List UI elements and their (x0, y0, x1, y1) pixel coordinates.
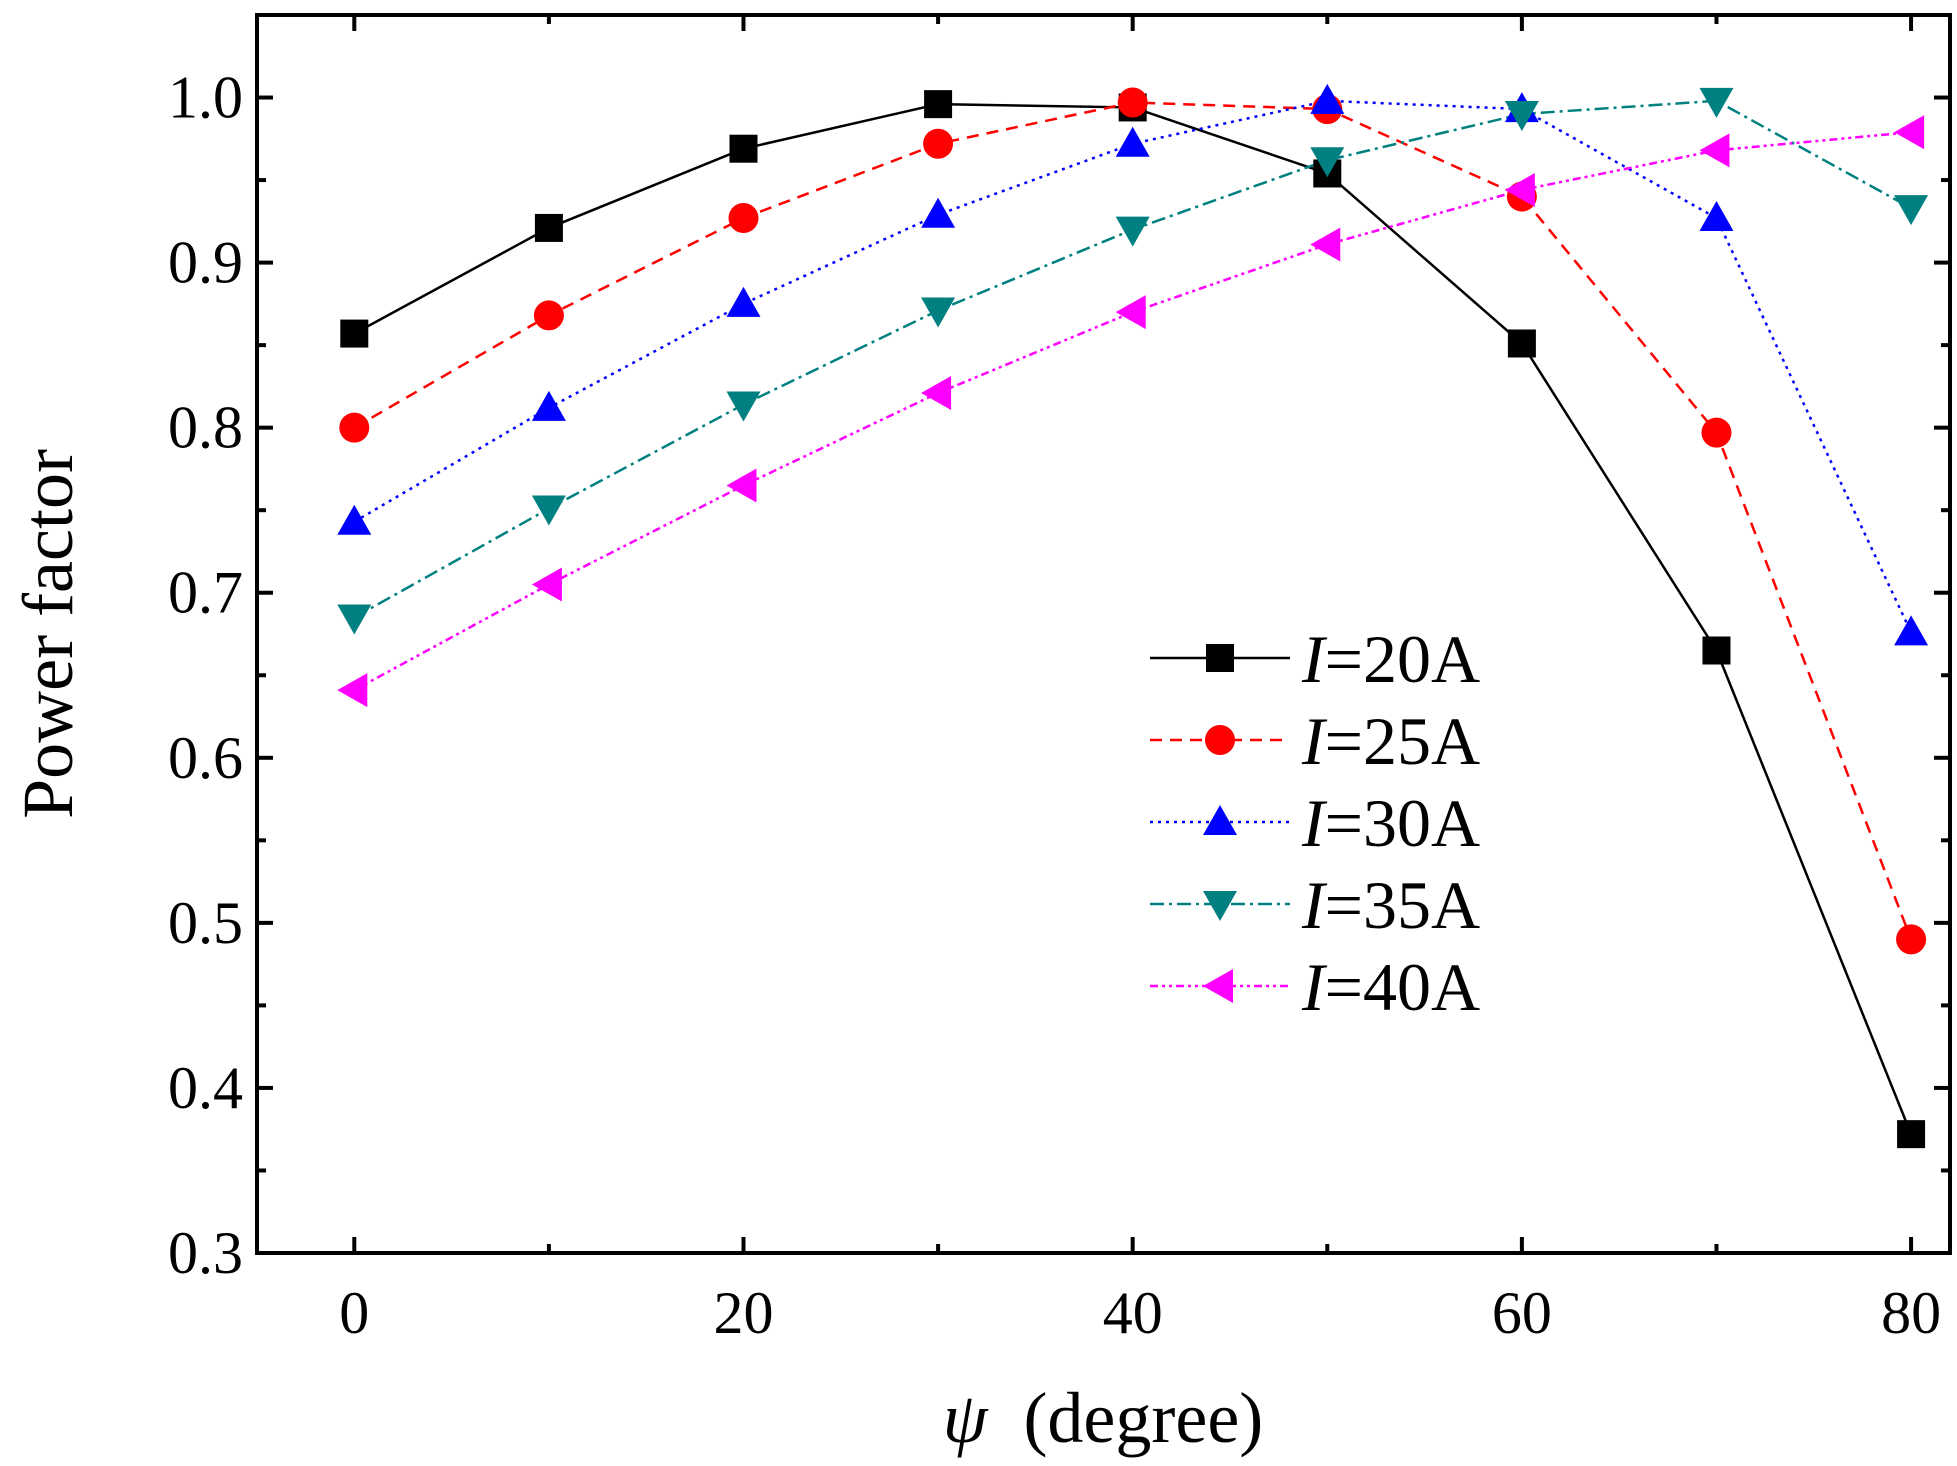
x-tick-label: 40 (1103, 1280, 1163, 1346)
x-axis-title: ψ (degree) (943, 1378, 1264, 1458)
series-markers (337, 83, 1929, 1149)
y-tick-label: 0.3 (168, 1220, 243, 1286)
legend-marker-4 (1203, 891, 1237, 921)
legend-label-5: I=40A (1301, 949, 1480, 1025)
legend-label-value: =40A (1325, 949, 1480, 1025)
x-tick-labels: 0 20 40 60 80 (339, 1280, 1941, 1346)
data-point-series-3 (726, 286, 761, 317)
y-tick-label: 0.6 (168, 725, 243, 791)
legend-label-variable: I (1301, 785, 1328, 861)
legend-marker-3 (1203, 805, 1237, 835)
data-point-series-3 (1115, 126, 1150, 157)
legend-label-value: =20A (1325, 621, 1480, 697)
x-axis-symbol: ψ (943, 1378, 989, 1458)
x-tick-label: 60 (1492, 1280, 1552, 1346)
data-point-series-1 (924, 90, 953, 119)
data-point-series-2 (1896, 924, 1927, 955)
legend-label-2: I=25A (1301, 703, 1480, 779)
legend-marker-1 (1206, 644, 1234, 672)
data-point-series-3 (1894, 615, 1929, 646)
data-point-series-4 (1699, 87, 1734, 118)
data-point-series-4 (726, 391, 761, 422)
y-tick-label: 0.4 (168, 1055, 243, 1121)
y-tick-label: 0.9 (168, 230, 243, 296)
legend-label-variable: I (1301, 949, 1328, 1025)
data-point-series-5 (1699, 133, 1730, 168)
data-point-series-3 (1699, 201, 1734, 232)
data-point-series-3 (531, 390, 566, 421)
data-point-series-4 (1504, 101, 1539, 132)
data-point-series-3 (337, 504, 372, 535)
data-point-series-4 (531, 495, 566, 526)
legend-label-1: I=20A (1301, 621, 1480, 697)
data-point-series-2 (533, 300, 564, 331)
data-point-series-4 (1310, 147, 1345, 178)
series-line-1 (353, 102, 1913, 1135)
data-point-series-2 (923, 128, 954, 159)
data-point-series-4 (1894, 195, 1929, 226)
y-tick-label: 0.7 (168, 560, 243, 626)
x-axis-unit: (degree) (1023, 1378, 1263, 1458)
legend-label-3: I=30A (1301, 785, 1480, 861)
legend-label-4: I=35A (1301, 867, 1480, 943)
plot-frame (255, 13, 1952, 1255)
data-point-series-1 (729, 134, 758, 163)
data-point-series-4 (337, 604, 372, 635)
data-point-series-4 (921, 297, 956, 328)
data-point-series-1 (1702, 636, 1731, 665)
legend-label-variable: I (1301, 867, 1328, 943)
data-point-series-5 (921, 376, 952, 411)
data-point-series-1 (1507, 329, 1536, 358)
data-point-series-2 (1117, 87, 1148, 118)
y-tick-labels: 0.3 0.4 0.5 0.6 0.7 0.8 0.9 1.0 (168, 65, 243, 1286)
legend-label-value: =25A (1325, 703, 1480, 779)
legend-label-value: =30A (1325, 785, 1480, 861)
data-point-series-3 (921, 197, 956, 228)
data-point-series-5 (531, 567, 562, 602)
x-tick-label: 80 (1881, 1280, 1941, 1346)
y-tick-label: 1.0 (168, 65, 243, 131)
data-point-series-2 (728, 203, 759, 234)
legend-label-variable: I (1301, 703, 1328, 779)
axis-ticks (257, 15, 1950, 1255)
data-point-series-5 (1504, 172, 1535, 207)
data-point-series-2 (339, 412, 370, 443)
data-point-series-1 (534, 213, 563, 242)
plot-area (255, 13, 1952, 1255)
legend-marker-2 (1205, 725, 1235, 755)
x-tick-label: 20 (713, 1280, 773, 1346)
legend-label-variable: I (1301, 621, 1328, 697)
y-tick-label: 0.5 (168, 890, 243, 956)
data-point-series-5 (1894, 115, 1925, 150)
data-point-series-5 (726, 468, 757, 503)
y-axis-title: Power factor (8, 449, 88, 819)
data-point-series-5 (1115, 295, 1146, 330)
data-point-series-5 (1310, 227, 1341, 262)
data-point-series-1 (340, 319, 369, 348)
data-point-series-4 (1115, 216, 1150, 247)
series-line-3 (353, 99, 1913, 633)
data-point-series-3 (1310, 83, 1345, 114)
data-point-series-1 (1897, 1120, 1926, 1149)
x-tick-label: 0 (339, 1280, 369, 1346)
legend-label-value: =35A (1325, 867, 1480, 943)
data-point-series-5 (337, 673, 368, 708)
series-line-5 (353, 130, 1912, 692)
series-line-4 (353, 99, 1912, 619)
y-tick-label: 0.8 (168, 395, 243, 461)
legend-marker-5 (1203, 969, 1233, 1003)
data-point-series-2 (1701, 417, 1732, 448)
series-lines (353, 99, 1913, 1135)
